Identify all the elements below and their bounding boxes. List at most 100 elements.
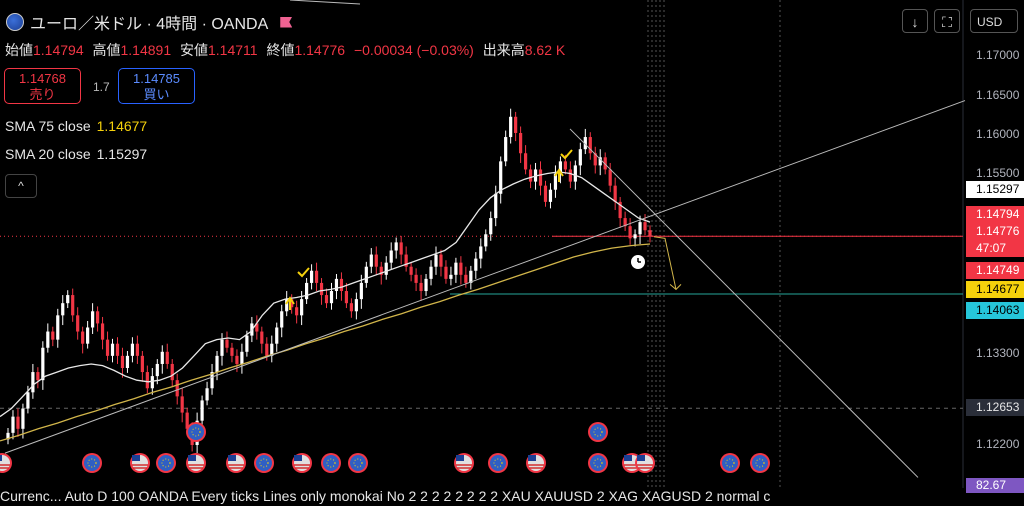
candle-body <box>309 270 314 283</box>
candle-body <box>638 222 642 235</box>
eu-flag-icon <box>323 455 339 471</box>
candle-body <box>474 258 478 271</box>
candle-body <box>265 343 269 356</box>
candle-body <box>91 311 95 328</box>
candle-body <box>41 347 45 381</box>
candle-body <box>633 234 637 239</box>
collapse-legend-button[interactable]: ^ <box>5 174 37 198</box>
candle-body <box>275 327 279 344</box>
candle-body <box>354 299 358 312</box>
candle-body <box>598 157 602 166</box>
candle-body <box>285 299 289 312</box>
candle-body <box>489 218 493 235</box>
eu-flag-icon <box>593 427 603 437</box>
eu-flag-icon <box>256 455 272 471</box>
eu-flag-icon <box>161 458 171 468</box>
symbol-title[interactable]: ユーロ／米ドル · 4時間 · OANDA <box>6 10 293 34</box>
candle-body <box>359 282 363 300</box>
indicator-sma20-value: 1.15297 <box>96 146 148 162</box>
eu-flag-icon <box>188 424 204 440</box>
axis-tick: 1.16500 <box>976 88 1020 102</box>
candle-body <box>449 274 453 279</box>
candle-body <box>56 315 60 340</box>
candle-body <box>255 323 259 332</box>
sma20-price-badge: 1.15297 <box>966 181 1024 198</box>
us-flag-icon <box>0 455 10 471</box>
candle-body <box>374 254 378 267</box>
candle-body <box>419 282 423 292</box>
axis-tick: 1.13300 <box>976 346 1020 360</box>
eu-flag-icon <box>87 458 97 468</box>
eu-flag-icon <box>353 458 363 468</box>
candle-body <box>434 254 438 267</box>
candle-body <box>623 218 627 227</box>
candle-body <box>155 363 159 377</box>
oscillator-value-badge: 82.67 <box>966 478 1024 493</box>
candle-body <box>464 274 468 283</box>
download-icon[interactable]: ↓ <box>902 9 928 33</box>
eu-flag-icon <box>493 458 503 468</box>
eu-flag-icon <box>590 455 606 471</box>
candle-body <box>643 222 647 231</box>
eu-flag-icon <box>259 458 269 468</box>
uptrend-line <box>4 100 966 454</box>
candle-body <box>26 392 30 409</box>
indicator-sma75[interactable]: SMA 75 close 1.14677 <box>5 118 147 134</box>
candle-body <box>558 161 563 174</box>
fullscreen-icon[interactable]: ⛶ <box>934 9 960 33</box>
candle-body <box>648 230 652 236</box>
change-value: −0.00034 (−0.03%) <box>353 42 474 58</box>
candle-body <box>349 303 353 312</box>
candle-body <box>444 266 448 279</box>
candle-body <box>324 295 329 304</box>
eu-flag-icon <box>725 458 735 468</box>
axis-tick: 1.15500 <box>976 166 1020 180</box>
flag-marker-icon[interactable] <box>280 16 293 28</box>
candle-body <box>95 311 100 324</box>
candle-body <box>543 185 548 202</box>
eu-flag-icon <box>755 458 765 468</box>
status-bar: Currenc... Auto D 100 OANDA Every ticks … <box>0 488 1024 506</box>
candle-body <box>379 266 383 275</box>
candle-body <box>220 339 224 356</box>
candle-body <box>130 343 135 356</box>
hline-price-badge: 1.14063 <box>966 302 1024 319</box>
candle-body <box>578 149 582 166</box>
candle-body <box>344 291 349 304</box>
close-value: 1.14776 <box>294 42 346 58</box>
candle-body <box>11 416 15 433</box>
candle-body <box>528 169 533 182</box>
candle-body <box>319 282 324 296</box>
low-label: 安値 <box>180 42 208 58</box>
candle-body <box>563 161 567 170</box>
ohlc-legend: 始値1.14794 高値1.14891 安値1.14711 終値1.14776 … <box>5 40 570 60</box>
indicator-sma20-name: SMA 20 close <box>5 146 91 162</box>
candle-body <box>240 351 244 364</box>
candle-body <box>61 303 65 316</box>
candle-body <box>339 278 344 292</box>
candle-body <box>260 331 264 344</box>
candle-body <box>300 299 304 316</box>
eu-flag-icon <box>158 455 174 471</box>
candle-body <box>31 372 35 393</box>
close-price-badge: 1.14776 <box>966 223 1024 240</box>
sell-button[interactable]: 1.14768 売り <box>4 68 81 104</box>
indicator-sma20[interactable]: SMA 20 close 1.15297 <box>5 146 147 162</box>
open-label: 始値 <box>5 42 33 58</box>
candle-body <box>160 351 164 364</box>
candle-body <box>593 153 597 166</box>
partial-trend-line <box>289 0 361 5</box>
candle-body <box>389 250 393 263</box>
candle-body <box>608 169 612 186</box>
candle-body <box>305 282 309 300</box>
currency-selector[interactable]: USD <box>970 9 1018 33</box>
eu-flag-icon <box>326 458 336 468</box>
spread-value: 1.7 <box>93 80 110 94</box>
candle-body <box>414 274 418 283</box>
buy-button[interactable]: 1.14785 買い <box>118 68 195 104</box>
volume-value: 8.62 K <box>524 42 566 58</box>
candle-body <box>46 331 50 348</box>
us-flag-icon <box>528 455 536 461</box>
candle-body <box>588 137 592 154</box>
